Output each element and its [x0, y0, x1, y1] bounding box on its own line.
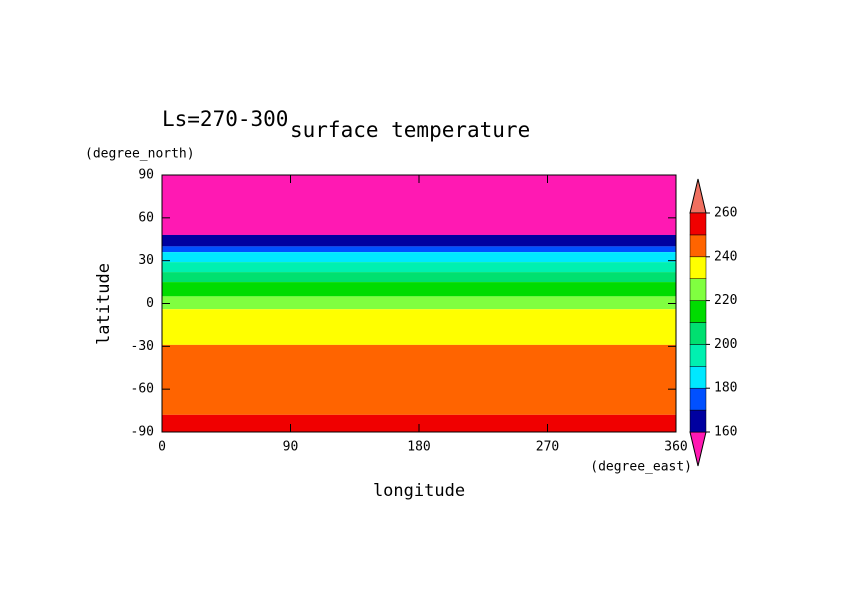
colorbar-box: [689, 387, 707, 411]
colorbar-box: [689, 300, 707, 323]
x-tick-label: 180: [407, 440, 430, 455]
chart-subtitle: Ls=270-300: [162, 107, 288, 131]
contour-band: [162, 246, 676, 253]
colorbar-tick-label: 260: [714, 206, 737, 221]
colorbar-box: [689, 256, 707, 279]
y-tick-label: -90: [131, 425, 154, 440]
y-tick-label: 60: [138, 210, 154, 225]
colorbar-tick-label: 160: [714, 425, 737, 440]
colorbar-below: [689, 431, 707, 467]
contour-band: [162, 282, 676, 297]
colorbar-box: [689, 409, 707, 433]
y-tick-label: -30: [131, 339, 154, 354]
colorbar-box: [689, 234, 707, 258]
contour-band: [162, 262, 676, 273]
contour-band: [162, 272, 676, 283]
contour-band: [162, 309, 676, 345]
y-axis-label: latitude: [94, 263, 114, 345]
colorbar-above: [689, 178, 707, 214]
colorbar-tick-label: 180: [714, 381, 737, 396]
contour-band: [162, 296, 676, 310]
y-units: (degree_north): [85, 147, 195, 162]
y-tick-label: 30: [138, 253, 154, 268]
contour-band: [162, 175, 676, 235]
colorbar-box: [689, 212, 707, 236]
y-tick-label: 0: [146, 296, 154, 311]
x-units: (degree_east): [590, 460, 692, 475]
contour-band: [162, 234, 676, 247]
contour-band: [162, 344, 676, 415]
y-tick-label: 90: [138, 168, 154, 183]
x-tick-label: 270: [536, 440, 559, 455]
colorbar-box: [689, 278, 707, 301]
x-tick-label: 0: [158, 440, 166, 455]
colorbar-tick-label: 200: [714, 337, 737, 352]
colorbar-tick-label: 240: [714, 249, 737, 264]
x-tick-label: 360: [664, 440, 687, 455]
colorbar-box: [689, 322, 707, 345]
colorbar-box: [689, 366, 707, 389]
colorbar-box: [689, 344, 707, 367]
contour-band: [162, 252, 676, 263]
colorbar-tick-label: 220: [714, 293, 737, 308]
x-axis-label: longitude: [373, 481, 465, 501]
chart-title: surface temperature: [290, 118, 530, 142]
y-tick-label: -60: [131, 382, 154, 397]
x-tick-label: 90: [283, 440, 299, 455]
